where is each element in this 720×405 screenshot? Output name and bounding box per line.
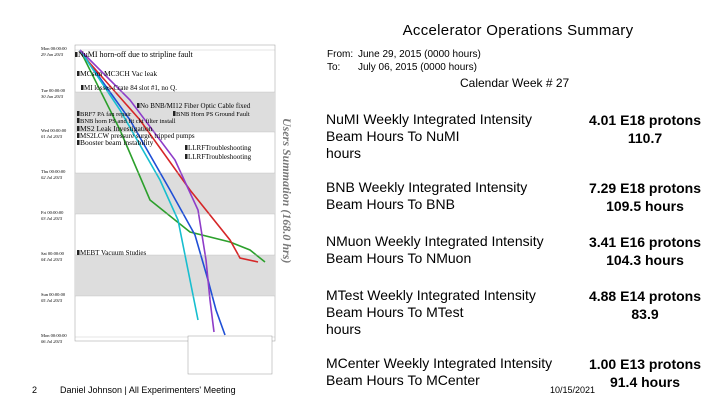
annotation: Booster beam instability [80,138,154,147]
band [75,255,275,296]
row-right: 4.01 E18 protons 110.7 [560,111,720,147]
row-value: 4.01 E18 protons [588,112,702,128]
annotation: BNB horn PS and fit ckt filter install [80,118,176,125]
row-label: NuMI Weekly Integrated Intensity [326,111,532,127]
event-marker [173,111,176,116]
row-label: Beam Hours To NuMI [326,128,460,144]
row-value: 104.3 hours [606,252,684,268]
curve [79,51,259,263]
row-label: BNB Weekly Integrated Intensity [326,179,528,195]
date-label: 04 Jul 2015 [41,257,63,262]
row-left: MTest Weekly Integrated Intensity Beam Ho… [326,287,536,338]
event-marker [77,111,80,116]
annotation: LLRFTroubleshooting [188,153,252,161]
event-marker [75,52,78,57]
event-marker [77,250,80,255]
row-left: NMuon Weekly Integrated Intensity Beam Ho… [326,233,544,267]
row-left: BNB Weekly Integrated Intensity Beam Hour… [326,179,527,213]
row-left: MCenter Weekly Integrated Intensity Beam … [326,355,552,389]
event-marker [77,126,80,131]
date: 10/15/2021 [550,385,596,395]
page-number: 2 [32,385,38,395]
date-label: 02 Jul 2015 [41,175,63,180]
row-value: 1.00 E13 protons [588,356,702,372]
row-label: Beam Hours To MTest [326,304,464,320]
event-marker [185,145,188,150]
row-label: Beam Hours To MCenter [326,372,480,388]
row-label: Beam Hours To BNB [326,196,455,212]
date-label: 05 Jul 2015 [41,298,63,303]
date-label: Sun 00:00:00 [41,292,66,297]
side-title: Users Summation (168.0 hrs) [280,118,294,263]
row-value: 110.7 [627,130,663,146]
row-left: NuMI Weekly Integrated Intensity Beam Hou… [326,111,532,162]
row-label: hours [326,321,362,337]
curves [79,49,266,336]
date-label: 03 Jul 2015 [41,216,63,221]
annotation: No BNB/MI12 Fiber Optic Cable fixed [140,102,251,110]
date-label: 06 Jul 2015 [41,339,63,344]
annotation: MCson MC3CH Vac leak [80,69,157,78]
annotation: NuMI horn-off due to stripline fault [78,50,193,59]
date-label: Mon 00:00:00 [41,333,67,338]
row-value: 4.88 E14 protons [588,288,702,304]
date-label: 01 Jul 2015 [41,134,63,139]
row-right: 3.41 E16 protons 104.3 hours [560,233,720,269]
curve [79,49,215,333]
to-label: To: [327,62,341,73]
annotation: LLRFTroubleshooting [188,144,252,152]
from-date: June 29, 2015 (0000 hours) [358,49,481,60]
row-right: 4.88 E14 protons 83.9 [560,287,720,323]
band [75,173,275,214]
curve [79,49,199,321]
row-label: Beam Hours To NMuon [326,250,472,266]
row-label: MTest Weekly Integrated Intensity [326,287,536,303]
row-label: MCenter Weekly Integrated Intensity [326,355,553,371]
event-marker [81,85,84,90]
row-value: 109.5 hours [606,198,684,214]
row-value: 3.41 E16 protons [588,234,702,250]
date-label: 30 Jun 2015 [41,94,64,99]
to-date: July 06, 2015 (0000 hours) [358,62,477,73]
annotation: BNB Horn PS Ground Fault [176,111,250,118]
date-label: Sat 00:00:00 [41,251,65,256]
annotation: BRF7 PA fan repair [80,111,132,118]
row-right: 1.00 E13 protons 91.4 hours [560,355,720,391]
date-label: Wed 00:00:00 [41,128,67,133]
row-right: 7.29 E18 protons 109.5 hours [560,179,720,215]
legend-box [187,335,273,375]
annotation: MI losses-Crate 84 slot #1, no Q. [84,84,177,92]
from-label: From: [327,49,354,60]
annotation: MS2 Leak Investigation [80,124,153,133]
event-marker [185,154,188,159]
date-label: Fri 00:00:00 [41,210,64,215]
curve [79,49,266,263]
title: Accelerator Operations Summary [402,22,634,39]
row-value: 83.9 [631,306,659,322]
event-marker [77,118,80,123]
author: Daniel Johnson | All Experimenters' Meet… [60,385,236,395]
event-marker [77,140,80,145]
row-value: 7.29 E18 protons [588,180,702,196]
row-label: NMuon Weekly Integrated Intensity [326,233,544,249]
curve [79,49,226,336]
event-marker [77,71,80,76]
event-marker [137,103,140,108]
date-label: Mon 00:00:00 [41,46,67,51]
calendar-week: Calendar Week # 27 [460,76,570,90]
date-label: 29 Jun 2015 [41,52,64,57]
annotation: MS2LCW pressure surge, tripped pumps [80,132,195,140]
row-value: 91.4 hours [609,374,681,390]
date-label: Thu 00:00:00 [41,169,66,174]
date-label: Tue 00:00:00 [41,88,66,93]
annotation: MEBT Vacuum Studies [80,249,147,257]
event-marker [77,133,80,138]
row-label: hours [326,145,362,161]
